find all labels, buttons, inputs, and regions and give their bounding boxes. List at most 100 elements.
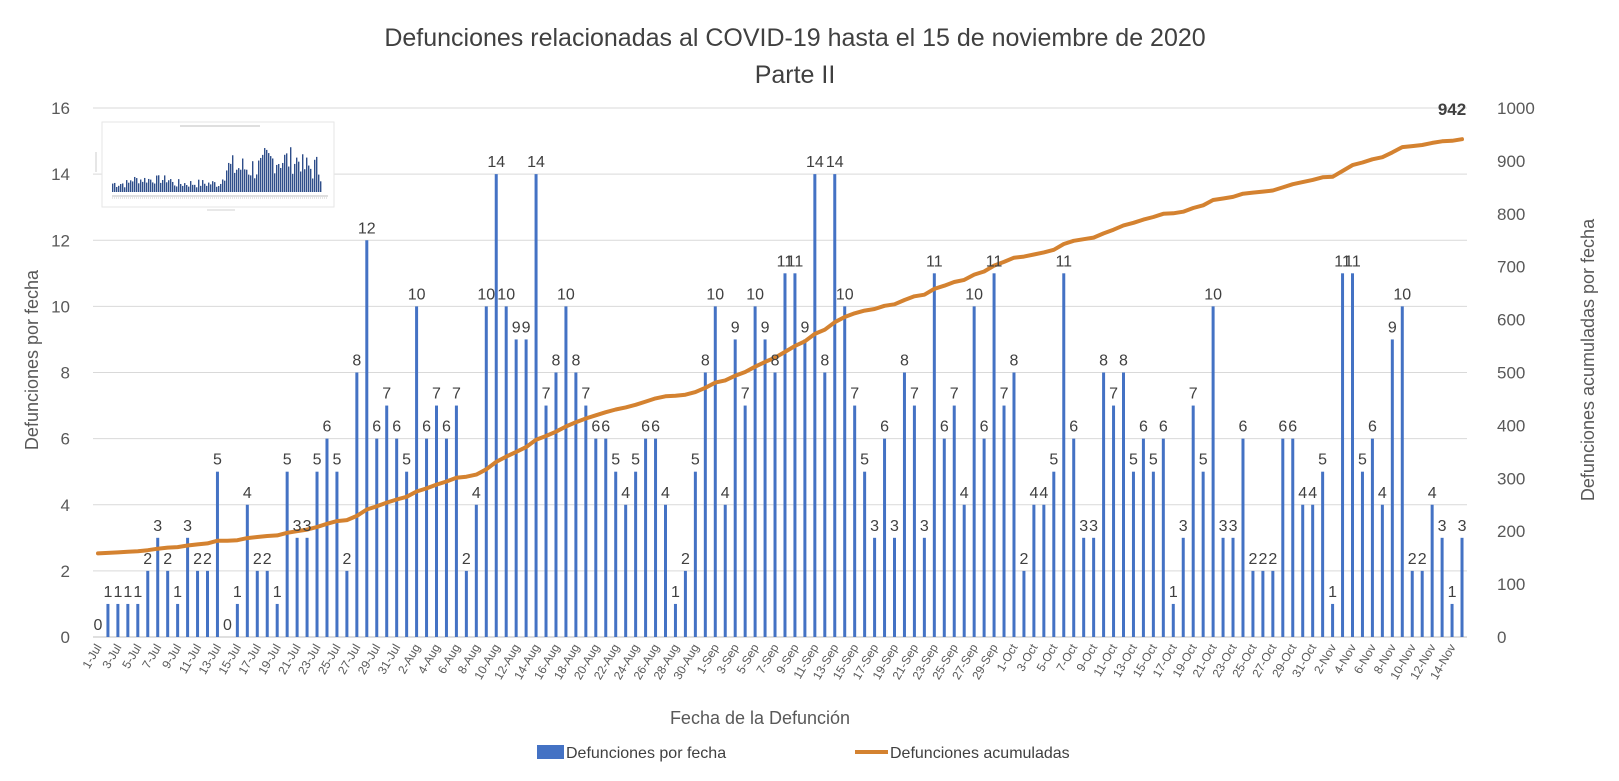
bar-data-label: 10	[965, 286, 983, 303]
bar-data-label: 4	[1039, 485, 1048, 502]
bar-data-label: 6	[601, 419, 610, 436]
bar-data-label: 4	[1378, 485, 1387, 502]
bar	[245, 504, 249, 637]
bar	[1201, 471, 1205, 637]
bar-data-label: 0	[223, 617, 232, 634]
bar	[215, 471, 219, 637]
bar	[1151, 471, 1155, 637]
bar	[723, 504, 727, 637]
bar	[1420, 570, 1424, 637]
cumulative-final-label: 942	[1438, 100, 1466, 119]
bar	[375, 438, 379, 637]
bar	[753, 306, 757, 637]
chart-title: Defunciones relacionadas al COVID-19 has…	[384, 24, 1205, 52]
bar	[1032, 504, 1036, 637]
bar	[196, 570, 200, 637]
bar	[524, 339, 528, 637]
bar	[1092, 537, 1096, 637]
bar-data-label: 5	[1129, 452, 1138, 469]
bar-data-label: 10	[557, 286, 575, 303]
bar	[1211, 306, 1215, 637]
bar-data-label: 8	[701, 353, 710, 370]
bar	[952, 405, 956, 637]
bar	[1321, 471, 1325, 637]
bar	[1002, 405, 1006, 637]
bar	[514, 339, 518, 637]
bar-data-label: 7	[1189, 386, 1198, 403]
bar	[206, 570, 209, 637]
bar-data-label: 1	[233, 584, 242, 601]
bar	[773, 372, 777, 637]
y-tick-label: 4	[61, 496, 70, 515]
bar-data-label: 7	[432, 386, 441, 403]
bar-data-label: 6	[641, 419, 650, 436]
x-tick-label: 1-Jul	[79, 642, 104, 672]
y-tick-label: 14	[51, 165, 70, 184]
bar-data-label: 5	[1199, 452, 1208, 469]
y2-axis-title: Defunciones acumuladas por fecha	[1578, 218, 1598, 501]
y-tick-label: 16	[51, 99, 70, 118]
bar	[693, 471, 697, 637]
bar-data-label: 7	[452, 386, 461, 403]
bar-data-label: 4	[1428, 485, 1437, 502]
bar-data-label: 14	[487, 154, 505, 171]
bar-data-label: 11	[986, 253, 1003, 270]
bar	[912, 405, 916, 637]
bar	[1261, 570, 1265, 637]
bar	[1410, 570, 1414, 637]
y-tick-label: 6	[61, 430, 70, 449]
y-axis-title: Defunciones por fecha	[22, 269, 42, 450]
bar	[1360, 471, 1364, 637]
bar-data-label: 11	[1334, 253, 1351, 270]
bar	[494, 174, 498, 637]
bar-data-label: 6	[1139, 419, 1148, 436]
bar-data-label: 7	[1109, 386, 1118, 403]
y2-tick-label: 800	[1497, 205, 1525, 224]
x-axis: 1-Jul3-Jul5-Jul7-Jul9-Jul11-Jul13-Jul15-…	[79, 641, 1458, 682]
bar-data-label: 2	[1248, 551, 1257, 568]
bar-data-label: 6	[1069, 419, 1078, 436]
bar	[992, 273, 996, 637]
bar	[584, 405, 588, 637]
bar	[1141, 438, 1145, 637]
bar	[823, 372, 827, 637]
y-axis-right: 0 100 200 300 400 500 600 700 800 900 1000	[1497, 99, 1535, 647]
bar-data-label: 3	[920, 518, 929, 535]
bar	[1370, 438, 1374, 637]
bar	[146, 570, 150, 637]
bar-data-label: 10	[746, 286, 764, 303]
y-tick-label: 10	[51, 297, 70, 316]
bar	[624, 504, 628, 637]
bar	[126, 603, 130, 637]
bar	[922, 537, 926, 637]
bar-data-label: 4	[621, 485, 630, 502]
bar-data-label: 2	[263, 551, 272, 568]
bar	[285, 471, 289, 637]
bar-data-label: 3	[1089, 518, 1098, 535]
bar-data-label: 2	[1268, 551, 1277, 568]
bar	[972, 306, 976, 637]
bar-data-label: 7	[850, 386, 859, 403]
bar-data-label: 1	[1448, 584, 1457, 601]
bar	[275, 603, 279, 637]
bar-data-label: 1	[173, 584, 182, 601]
bar	[683, 570, 687, 637]
bar	[1161, 438, 1165, 637]
bar-data-label: 9	[761, 319, 770, 336]
y2-tick-label: 200	[1497, 522, 1525, 541]
bar	[1311, 504, 1315, 637]
bar	[544, 405, 548, 637]
bar	[454, 405, 458, 637]
bar-data-label: 4	[661, 485, 670, 502]
y2-tick-label: 700	[1497, 258, 1525, 277]
bar-data-label: 10	[836, 286, 854, 303]
bar-data-label: 1	[671, 584, 680, 601]
bar	[883, 438, 887, 637]
bar	[1331, 603, 1335, 637]
bar-data-label: 10	[497, 286, 515, 303]
bar-data-label: 1	[1328, 584, 1337, 601]
y2-tick-label: 300	[1497, 469, 1525, 488]
thumbnail-image	[95, 121, 335, 211]
bar-data-label: 11	[777, 253, 794, 270]
bar	[634, 471, 638, 637]
